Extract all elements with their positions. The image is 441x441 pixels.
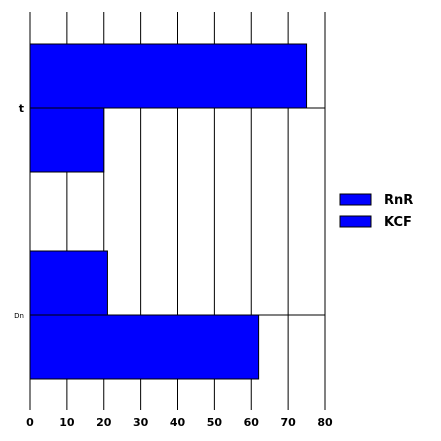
x-tick-label-30: 30 [133,416,149,429]
x-axis-ticks: 0 10 20 30 40 50 60 70 80 [26,416,333,429]
x-tick-label-40: 40 [170,416,186,429]
x-tick-label-20: 20 [96,416,112,429]
legend-swatch-rnr [339,193,372,206]
legend-swatch-kcf [339,215,372,228]
bar-rnr-t [29,43,308,109]
bars [29,43,308,380]
bar-rnr-dn [29,250,108,316]
legend-label-kcf: KCF [384,215,412,230]
x-tick-label-10: 10 [59,416,75,429]
x-tick-label-0: 0 [26,416,34,429]
y-axis-categories: t Dn [14,102,24,320]
bar-kcf-dn [29,314,260,380]
legend-label-rnr: RnR [384,193,413,208]
category-label-t: t [19,102,24,115]
legend: RnR KCF [339,193,413,230]
x-tick-label-50: 50 [207,416,223,429]
x-tick-label-70: 70 [280,416,296,429]
category-label-dn: Dn [14,312,24,320]
category-lines [30,107,325,316]
x-tick-label-80: 80 [317,416,333,429]
x-tick-label-60: 60 [244,416,260,429]
bar-kcf-t [29,107,105,173]
